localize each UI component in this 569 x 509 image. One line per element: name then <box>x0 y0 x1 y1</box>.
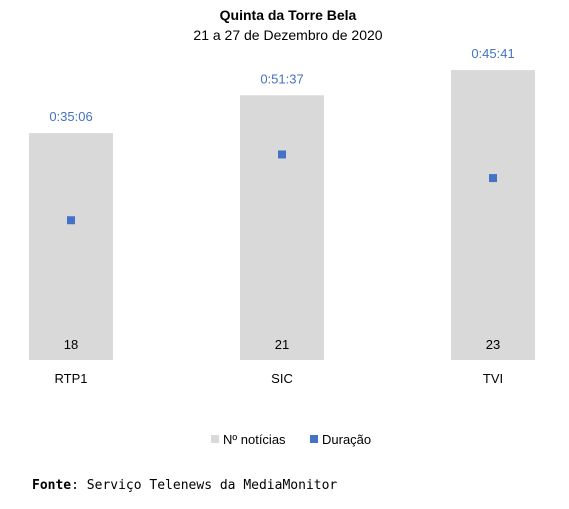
bar-tvi <box>451 70 535 360</box>
duration-label-rtp1: 0:35:06 <box>49 109 92 124</box>
category-label-sic: SIC <box>271 371 293 386</box>
legend: Nº notícias Duração <box>211 432 371 447</box>
category-label-rtp1: RTP1 <box>55 371 88 386</box>
source-note: Fonte: Serviço Telenews da MediaMonitor <box>32 478 337 493</box>
duration-marker-rtp1 <box>67 216 75 225</box>
legend-swatch-news <box>211 435 219 443</box>
bar-sic <box>240 95 324 360</box>
legend-label-news: Nº notícias <box>223 432 286 447</box>
bar-value-label-rtp1: 18 <box>64 337 78 352</box>
bar-value-label-tvi: 23 <box>486 337 500 352</box>
duration-marker-sic <box>278 150 286 159</box>
plot-area: 18 0:35:06 RTP1 21 0:51:37 SIC 23 0:45:41 TVI <box>29 46 535 386</box>
chart-subtitle: 21 a 27 de Dezembro de 2020 <box>193 27 382 43</box>
duration-label-tvi: 0:45:41 <box>471 46 514 61</box>
legend-swatch-duration <box>310 435 318 443</box>
duration-marker-tvi <box>489 174 497 183</box>
bar-value-label-sic: 21 <box>275 337 289 352</box>
chart-title: Quinta da Torre Bela <box>220 7 357 23</box>
source-label: Fonte <box>32 478 72 493</box>
bar-rtp1 <box>29 133 113 360</box>
source-text: : Serviço Telenews da MediaMonitor <box>71 478 338 493</box>
category-label-tvi: TVI <box>483 371 503 386</box>
legend-label-duration: Duração <box>322 432 371 447</box>
duration-label-sic: 0:51:37 <box>260 71 303 86</box>
